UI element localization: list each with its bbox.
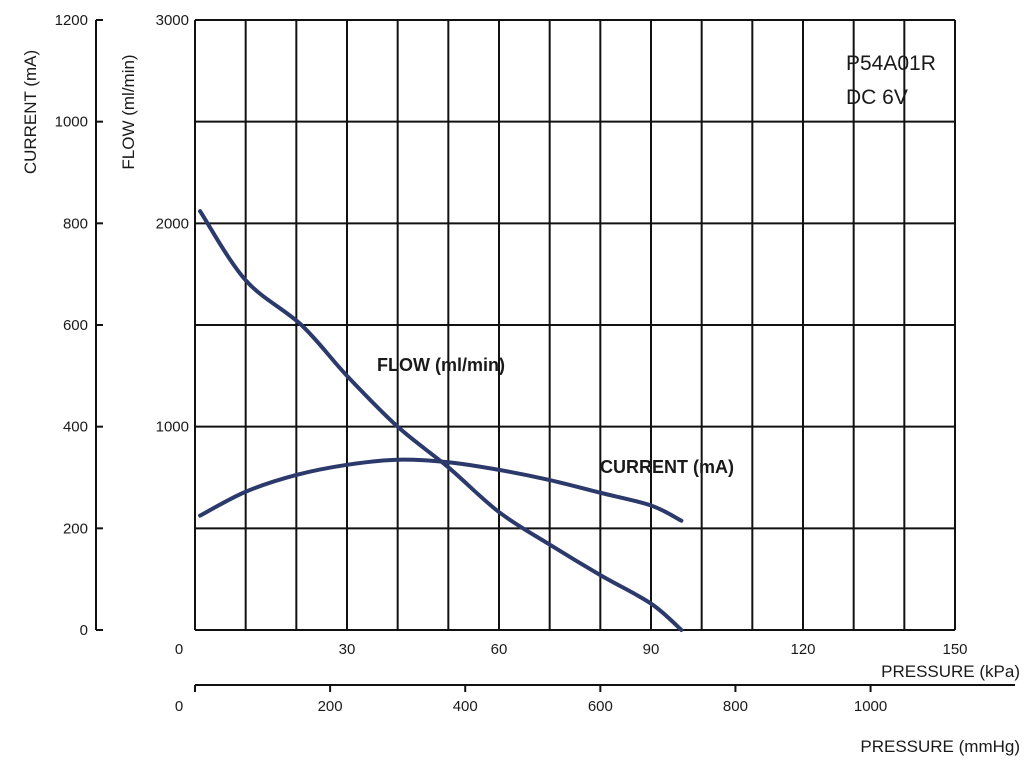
y-axis-current-tick-label: 200: [63, 520, 88, 537]
flow-curve: [198, 209, 684, 632]
x-axis-mmhg-tick-label: 800: [723, 698, 748, 715]
x-axis-mmhg-tick-label: 600: [588, 698, 613, 715]
y-axis-current-tick-label: 600: [63, 317, 88, 334]
x-axis-mmhg-tick-label: 1000: [854, 698, 887, 715]
flow-curve-label: FLOW (ml/min): [377, 355, 505, 375]
y-axis-current-tick-label: 800: [63, 215, 88, 232]
current-curve: [198, 457, 684, 523]
x-axis-kpa-tick-label: 150: [942, 641, 967, 658]
y-axis-flow-tick-label: 2000: [156, 215, 189, 232]
x-axis-title-kpa: PRESSURE (kPa): [881, 662, 1020, 681]
y-axis-current-tick-label: 0: [80, 622, 88, 639]
y-axis-current-tick-label: 1000: [55, 114, 88, 131]
y-axis-flow-tick-label: 1000: [156, 419, 189, 436]
labels: P54A01R DC 6V PRESSURE (kPa) PRESSURE (m…: [21, 50, 1020, 756]
x-axis-mmhg-tick-label: 0: [175, 698, 183, 715]
grid: [194, 19, 956, 631]
chart-title-line-2: DC 6V: [846, 86, 908, 109]
y-axis-current-tick-label: 400: [63, 419, 88, 436]
x-axis-kpa-tick-label: 60: [491, 641, 508, 658]
current-curve-label: CURRENT (mA): [600, 457, 734, 477]
y-axis-title-flow: FLOW (ml/min): [119, 54, 138, 169]
x-axis-title-mmhg: PRESSURE (mmHg): [860, 737, 1020, 756]
y-axis-flow-tick-label: 3000: [156, 12, 189, 29]
x-axis-kpa-tick-label: 0: [175, 641, 183, 658]
x-axis-kpa-tick-label: 120: [790, 641, 815, 658]
curves: [198, 209, 684, 632]
x-axis-kpa-tick-label: 90: [643, 641, 660, 658]
y-axis-current-tick-label: 1200: [55, 12, 88, 29]
x-axis-mmhg-tick-label: 200: [318, 698, 343, 715]
x-axis-kpa-tick-label: 30: [339, 641, 356, 658]
chart-title-line-1: P54A01R: [846, 52, 936, 75]
x-axis-mmhg-tick-label: 400: [453, 698, 478, 715]
y-axis-title-current: CURRENT (mA): [21, 50, 40, 174]
